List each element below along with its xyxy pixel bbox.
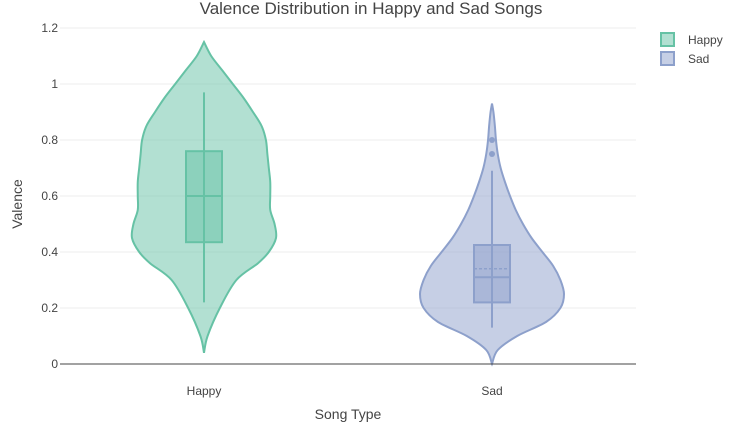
legend-swatch [660, 51, 675, 66]
legend-item-happy[interactable]: Happy [660, 32, 723, 47]
violin-sad[interactable] [418, 103, 566, 367]
x-tick-label: Sad [481, 384, 502, 398]
violins [130, 39, 566, 367]
legend-swatch [660, 32, 675, 47]
x-axis-ticks: Happy Sad [187, 384, 503, 398]
x-tick-label: Happy [187, 384, 222, 398]
legend-item-sad[interactable]: Sad [660, 51, 709, 66]
y-tick-label: 0.4 [41, 245, 58, 259]
outlier-point[interactable] [489, 151, 495, 157]
x-axis-title: Song Type [315, 406, 382, 422]
y-tick-label: 1 [51, 77, 58, 91]
y-tick-label: 1.2 [41, 21, 58, 35]
chart-title: Valence Distribution in Happy and Sad So… [200, 0, 543, 18]
violin-box [473, 244, 511, 304]
y-tick-label: 0.8 [41, 133, 58, 147]
y-axis-ticks: 0 0.2 0.4 0.6 0.8 1 1.2 [41, 21, 58, 371]
violin-happy[interactable] [130, 39, 278, 354]
y-tick-label: 0 [51, 357, 58, 371]
legend[interactable]: Happy Sad [660, 32, 723, 66]
y-axis-title: Valence [9, 179, 25, 229]
y-tick-label: 0.6 [41, 189, 58, 203]
y-tick-label: 0.2 [41, 301, 58, 315]
legend-label: Happy [688, 33, 723, 47]
outlier-point[interactable] [489, 137, 495, 143]
legend-label: Sad [688, 52, 709, 66]
